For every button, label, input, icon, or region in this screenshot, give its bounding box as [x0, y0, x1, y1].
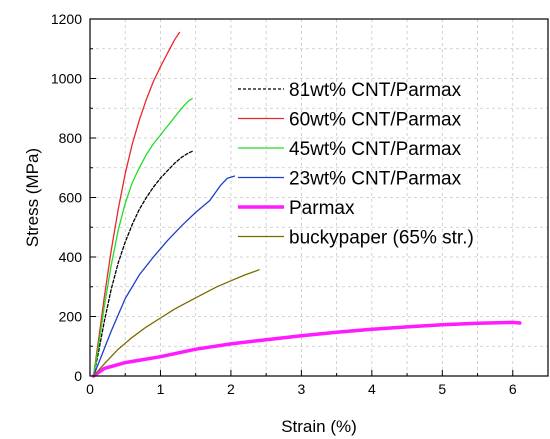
y-tick-label: 1200	[51, 11, 82, 27]
axis-ticks	[89, 18, 549, 377]
legend-label-3: 45wt% CNT/Parmax	[289, 139, 462, 160]
y-tick-label: 200	[59, 309, 83, 325]
x-axis-label: Strain (%)	[281, 417, 357, 436]
y-tick-label: 600	[59, 190, 83, 206]
series-line-6	[92, 269, 260, 377]
gridlines	[90, 19, 549, 376]
legend-label-1: 81wt% CNT/Parmax	[289, 80, 462, 101]
x-tick-label: 2	[227, 381, 235, 397]
series-lines	[91, 31, 522, 378]
series-line-5	[91, 320, 522, 378]
y-tick-label: 1000	[51, 71, 82, 87]
series-line-2	[92, 31, 181, 377]
x-tick-label: 4	[368, 381, 376, 397]
x-tick-labels: 0 1 2 3 4 5 6	[86, 381, 517, 397]
x-tick-label: 0	[86, 381, 94, 397]
series-line-4	[92, 175, 236, 377]
y-tick-labels: 0 200 400 600 800 1000 1200	[51, 11, 82, 384]
legend-label-6: buckypaper (65% str.)	[289, 228, 474, 249]
x-tick-label: 5	[438, 381, 446, 397]
x-tick-label: 6	[509, 381, 517, 397]
legend-label-2: 60wt% CNT/Parmax	[289, 110, 462, 131]
legend-label-5: Parmax	[289, 198, 355, 219]
y-tick-label: 800	[59, 130, 83, 146]
legend: 81wt% CNT/Parmax 60wt% CNT/Parmax 45wt% CN…	[238, 80, 474, 249]
x-tick-label: 3	[297, 381, 305, 397]
legend-label-4: 23wt% CNT/Parmax	[289, 169, 462, 190]
y-tick-label: 400	[59, 249, 83, 265]
series-line-3	[92, 98, 193, 377]
y-tick-label: 0	[74, 368, 82, 384]
y-axis-label: Stress (MPa)	[23, 148, 42, 247]
x-tick-label: 1	[157, 381, 165, 397]
series-line-1	[92, 150, 193, 377]
